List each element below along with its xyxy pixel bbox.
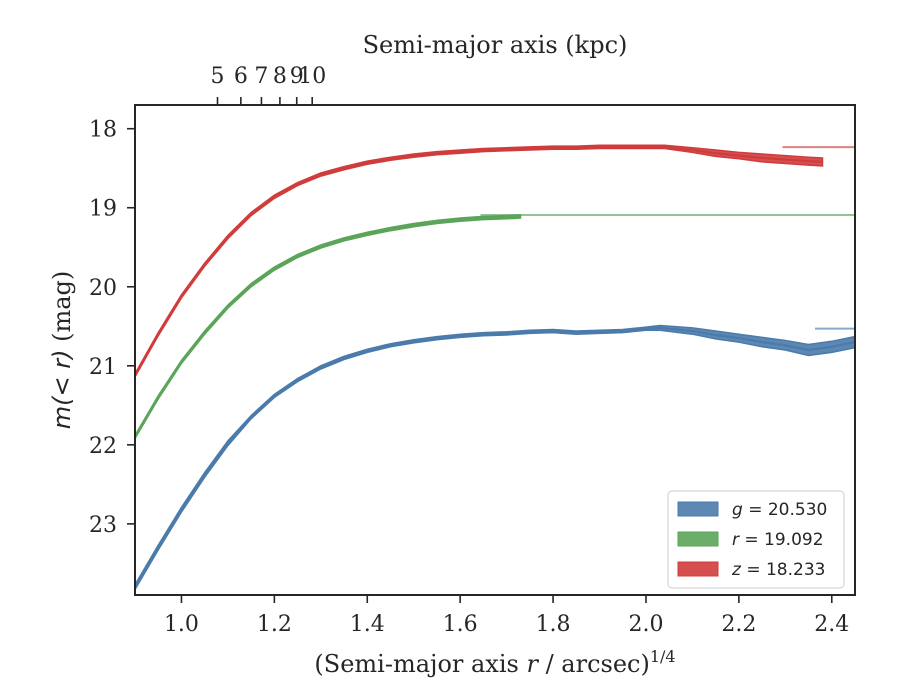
top-tick-label: 6 xyxy=(234,64,248,89)
top-tick-label: 10 xyxy=(298,64,326,89)
series-line-z xyxy=(134,145,823,376)
legend-value: = 19.092 xyxy=(739,530,824,550)
y-axis-title-unit: (mag) xyxy=(48,271,76,350)
x-tick-label: 2.0 xyxy=(628,612,663,637)
legend-swatch-z xyxy=(677,561,719,577)
legend-label-z: z = 18.233 xyxy=(731,560,825,580)
y-tick-label: 20 xyxy=(89,276,117,301)
series-band-z xyxy=(134,144,824,380)
top-tick-label: 7 xyxy=(254,64,268,89)
y-tick-label: 23 xyxy=(89,513,117,538)
y-tick-label: 18 xyxy=(89,118,117,143)
y-axis-title-var: m(< r) xyxy=(48,350,76,430)
top-tick-label: 9 xyxy=(290,64,304,89)
legend-var: z xyxy=(731,560,742,580)
x-tick-label: 1.2 xyxy=(257,612,292,637)
legend-value: = 18.233 xyxy=(741,560,826,580)
top-axis-title: Semi-major axis (kpc) xyxy=(363,31,628,59)
x-tick-label: 1.4 xyxy=(350,612,385,637)
plot-frame xyxy=(134,104,856,596)
top-tick-label: 8 xyxy=(273,64,287,89)
legend-label-g: g = 20.530 xyxy=(732,500,827,520)
x-tick-label: 1.6 xyxy=(443,612,478,637)
series-line-g xyxy=(134,326,856,588)
legend-label-r: r = 19.092 xyxy=(732,530,824,550)
x-axis-title-pre: (Semi-major axis xyxy=(314,650,526,678)
x-axis-title-mid: / arcsec) xyxy=(538,650,650,678)
ticks-layer: 1.0 1.2 1.4 1.6 1.8 2.0 2.2 2.4 18 19 20 21 22 23 5 6 7 8… xyxy=(89,64,849,637)
legend-var: g xyxy=(732,500,743,520)
x-tick-label: 1.0 xyxy=(164,612,199,637)
x-axis-title-var: r xyxy=(526,650,539,678)
y-tick-label: 19 xyxy=(89,197,117,222)
series-band-r xyxy=(134,214,522,442)
series-line-r xyxy=(134,215,521,438)
y-tick-label: 21 xyxy=(89,355,117,380)
y-tick-label: 22 xyxy=(89,434,117,459)
top-tick-label: 5 xyxy=(210,64,224,89)
legend-swatch-r xyxy=(677,531,719,547)
y-axis-title: m(< r) (mag) xyxy=(48,271,76,430)
x-axis-title-sup: 1/4 xyxy=(650,647,676,666)
series-layer xyxy=(134,144,856,593)
x-axis-title: (Semi-major axis r / arcsec)1/4 xyxy=(314,647,675,678)
legend-swatch-g xyxy=(677,501,719,517)
x-tick-label: 2.2 xyxy=(721,612,756,637)
x-tick-label: 2.4 xyxy=(814,612,849,637)
legend-var: r xyxy=(732,530,740,550)
x-tick-label: 1.8 xyxy=(536,612,571,637)
legend-value: = 20.530 xyxy=(743,500,828,520)
